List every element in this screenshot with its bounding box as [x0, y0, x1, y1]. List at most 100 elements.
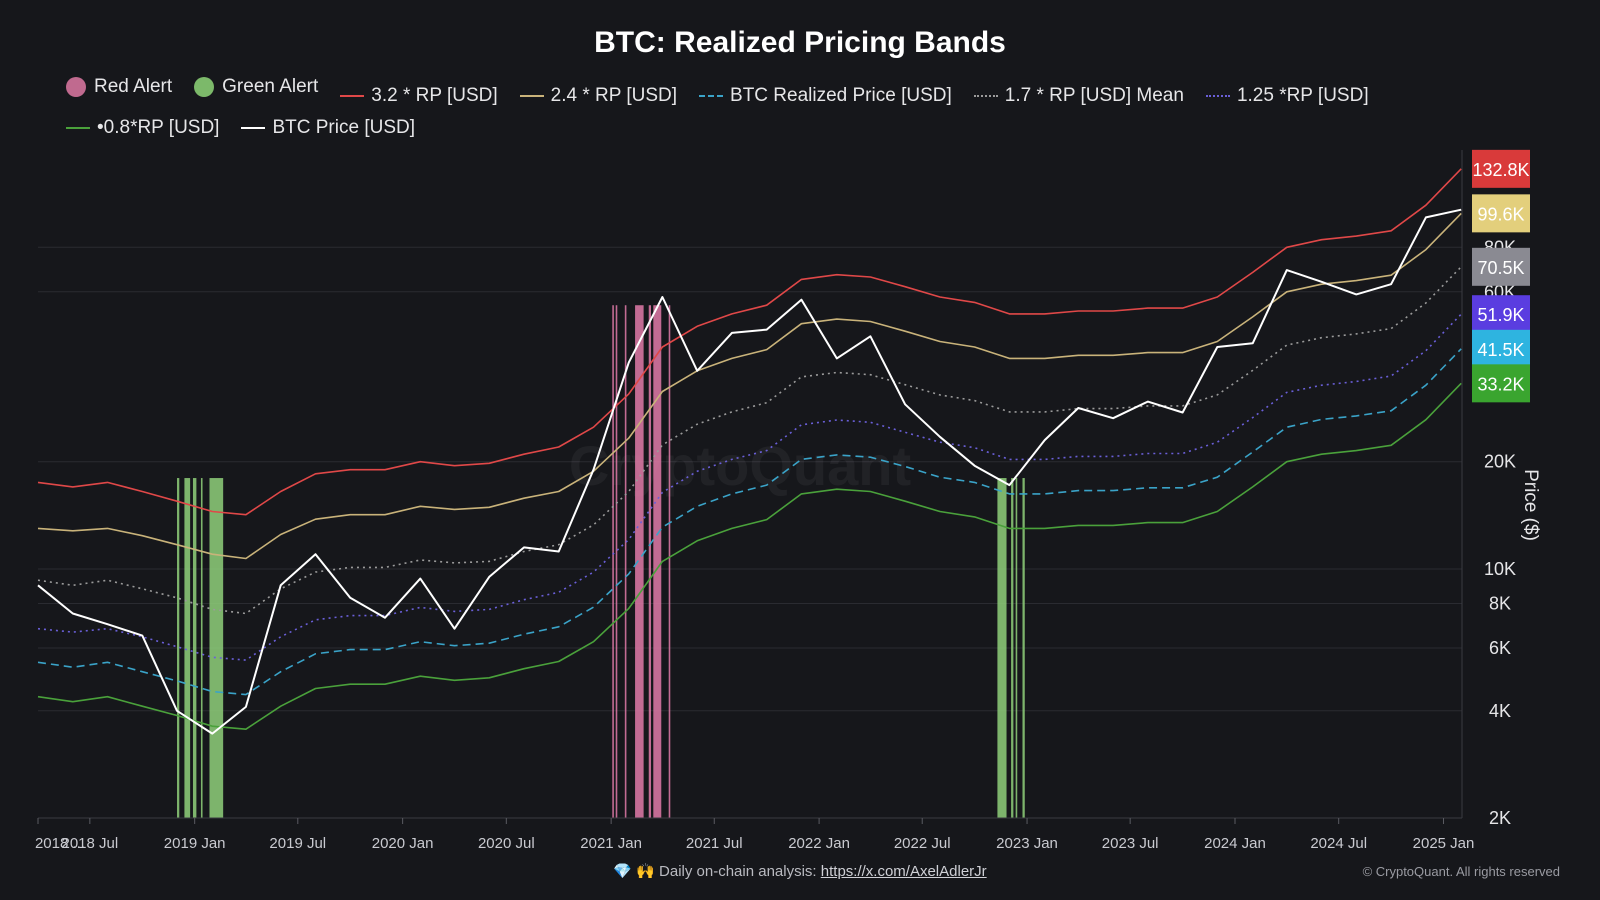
legend-label: 3.2 * RP [USD] — [371, 85, 498, 106]
last-value-label: 41.5K — [1472, 329, 1530, 368]
legend-label: 2.4 * RP [USD] — [550, 85, 678, 106]
legend-item[interactable]: BTC Realized Price [USD] — [699, 85, 952, 107]
series-line — [37, 208, 1462, 735]
last-value-labels: 132.8K 99.6K 70.5K 51.9K 41.5K 33.2K — [1472, 149, 1530, 403]
red-alert-band — [624, 305, 627, 819]
last-value-label: 99.6K — [1472, 194, 1530, 233]
red-alert-band — [668, 305, 671, 819]
red-alert-band — [615, 305, 618, 819]
x-tick-label: 2018 Jul — [61, 835, 118, 852]
series-lines — [37, 168, 1462, 735]
green-alert-band — [209, 478, 224, 818]
legend-item[interactable]: BTC Price [USD] — [241, 117, 415, 139]
x-tick-label: 2023 Jan — [996, 835, 1058, 852]
alert-bands — [177, 305, 1025, 819]
y-tick-label: 20K — [1484, 452, 1516, 472]
legend-label: BTC Price [USD] — [272, 117, 415, 138]
footer-prefix: 💎 🙌 Daily on-chain analysis: — [613, 863, 821, 880]
legend-item[interactable]: 1.7 * RP [USD] Mean — [973, 85, 1184, 107]
last-value-text: 41.5K — [1477, 340, 1524, 360]
y-tick-label: 2K — [1489, 808, 1511, 828]
footer: 💎 🙌 Daily on-chain analysis: https://x.c… — [0, 862, 1600, 880]
watermark: CryptoQuant — [569, 434, 911, 497]
last-value-text: 70.5K — [1477, 258, 1524, 278]
x-tick-label: 2021 Jul — [686, 835, 743, 852]
series-line — [37, 313, 1462, 661]
legend-line-icon — [66, 127, 90, 129]
last-value-badge — [1472, 364, 1530, 403]
green-alert-band — [1015, 478, 1018, 818]
red-alert-band — [648, 305, 652, 819]
series-line — [37, 168, 1462, 516]
legend-label: •0.8*RP [USD] — [97, 117, 220, 138]
red-alert-band — [653, 305, 662, 819]
legend-dot-icon — [194, 77, 215, 97]
green-alert-band — [177, 478, 180, 818]
last-value-badge — [1472, 295, 1530, 334]
legend-line-icon — [973, 95, 998, 97]
axes: 2018 ...2018 Jul 2019 Jan 2019 Jul 2020 Jan… — [35, 150, 1516, 852]
copyright-text: © CryptoQuant. All rights reserved — [1362, 864, 1560, 879]
legend-line-icon — [1205, 95, 1230, 97]
last-value-label: 70.5K — [1472, 247, 1530, 286]
x-tick-label: 2021 Jan — [580, 835, 642, 852]
last-value-label: 51.9K — [1472, 295, 1530, 334]
x-tick-label: 2019 Jan — [164, 835, 226, 852]
x-tick-label: 2022 Jan — [788, 835, 850, 852]
last-value-badge — [1472, 194, 1530, 233]
y-tick-label: 4K — [1489, 701, 1511, 721]
x-tick-label: 2023 Jul — [1102, 835, 1159, 852]
green-alert-band — [1011, 478, 1014, 818]
x-tick-label: 2020 Jan — [372, 835, 434, 852]
green-alert-band — [997, 478, 1007, 818]
legend-label: BTC Realized Price [USD] — [730, 85, 952, 106]
grid-lines — [38, 246, 1462, 819]
legend-line-icon — [340, 95, 365, 97]
last-value-text: 33.2K — [1477, 374, 1524, 394]
last-value-badge — [1472, 329, 1530, 368]
footer-link[interactable]: https://x.com/AxelAdlerJr — [820, 863, 987, 880]
green-alert-band — [184, 478, 191, 818]
series-line — [37, 382, 1462, 730]
legend-item[interactable]: Green Alert — [194, 76, 318, 98]
chart-legend: Red Alert Green Alert 3.2 * RP [USD] 2.4 * … — [66, 76, 1546, 145]
x-tick-label: 2024 Jan — [1204, 835, 1266, 852]
last-value-label: 33.2K — [1472, 364, 1530, 403]
y-tick-label: 10K — [1484, 559, 1516, 579]
x-tick-label: 2024 Jul — [1310, 835, 1367, 852]
green-alert-band — [200, 478, 203, 818]
y-tick-label: 6K — [1489, 638, 1511, 658]
x-tick-label: 2025 Jan — [1413, 835, 1475, 852]
y-tick-label: 8K — [1489, 594, 1511, 614]
last-value-text: 99.6K — [1477, 204, 1524, 224]
legend-item[interactable]: •0.8*RP [USD] — [66, 117, 219, 139]
legend-line-icon — [699, 95, 724, 97]
legend-item[interactable]: Red Alert — [66, 76, 172, 98]
legend-item[interactable]: 2.4 * RP [USD] — [519, 85, 678, 107]
legend-item[interactable]: 1.25 *RP [USD] — [1205, 85, 1369, 107]
legend-label: 1.7 * RP [USD] Mean — [1004, 85, 1184, 106]
series-line — [37, 212, 1462, 560]
last-value-label: 132.8K — [1472, 149, 1530, 188]
legend-item[interactable]: 3.2 * RP [USD] — [340, 85, 498, 107]
x-tick-label: 2020 Jul — [478, 835, 535, 852]
legend-label: 1.25 *RP [USD] — [1236, 85, 1369, 106]
red-alert-band — [612, 305, 614, 819]
last-value-badge — [1472, 247, 1530, 286]
series-line — [37, 348, 1462, 696]
last-value-text: 51.9K — [1477, 305, 1524, 325]
x-tick-label: 2019 Jul — [269, 835, 326, 852]
last-value-text: 132.8K — [1472, 160, 1529, 180]
legend-label: Green Alert — [222, 76, 319, 97]
chart-title: BTC: Realized Pricing Bands — [594, 26, 1006, 59]
red-alert-band — [635, 305, 644, 819]
legend-line-icon — [519, 95, 544, 97]
last-value-badge — [1472, 149, 1530, 188]
series-line — [37, 266, 1462, 615]
legend-line-icon — [241, 127, 266, 129]
legend-label: Red Alert — [94, 76, 173, 97]
legend-dot-icon — [66, 77, 86, 97]
x-tick-label: 2022 Jul — [894, 835, 951, 852]
green-alert-band — [192, 478, 197, 818]
